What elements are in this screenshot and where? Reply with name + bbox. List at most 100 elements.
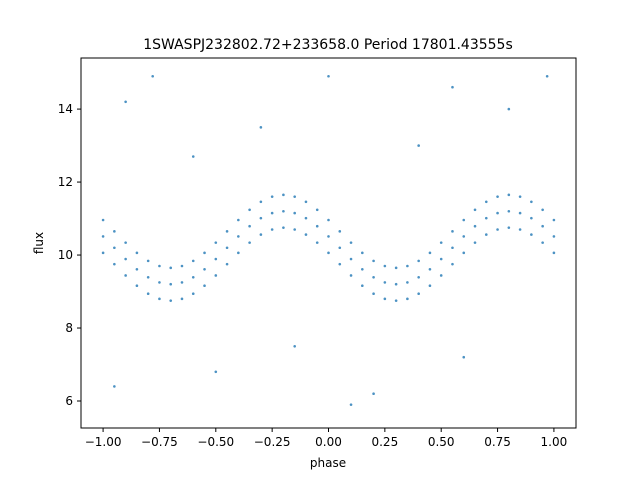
- data-point: [496, 211, 499, 215]
- data-point: [248, 208, 251, 212]
- data-point: [124, 274, 127, 277]
- data-point: [383, 281, 387, 284]
- data-point: [327, 235, 330, 238]
- data-point: [203, 251, 206, 255]
- y-tick-label: 8: [65, 321, 73, 335]
- data-point: [169, 299, 173, 302]
- data-point: [552, 218, 556, 222]
- data-point: [158, 281, 161, 284]
- data-point: [135, 284, 139, 287]
- data-point: [507, 193, 511, 197]
- data-point: [484, 200, 488, 204]
- data-point: [338, 246, 342, 250]
- data-point: [507, 209, 511, 213]
- data-point: [259, 216, 263, 220]
- data-point: [169, 266, 173, 270]
- data-point: [191, 275, 195, 279]
- x-tick-label: −0.75: [141, 435, 178, 449]
- data-point: [293, 195, 296, 198]
- y-tick-label: 14: [58, 102, 73, 116]
- data-point: [545, 74, 549, 78]
- data-point: [451, 246, 454, 250]
- data-point: [237, 218, 240, 222]
- data-point: [124, 241, 127, 244]
- data-point: [124, 100, 127, 104]
- data-point: [315, 208, 319, 212]
- data-point: [180, 281, 184, 284]
- data-point: [237, 251, 240, 255]
- data-point: [191, 259, 195, 263]
- x-tick-label: 0.75: [484, 435, 511, 449]
- data-point: [304, 200, 308, 204]
- data-point: [113, 385, 116, 388]
- data-point: [552, 251, 556, 255]
- data-point: [541, 224, 544, 228]
- y-tick-label: 10: [58, 248, 73, 262]
- data-point: [372, 392, 375, 396]
- data-point: [315, 224, 319, 228]
- data-point: [259, 200, 263, 204]
- data-point: [270, 211, 274, 215]
- data-point: [214, 241, 218, 244]
- x-tick-label: 0.00: [315, 435, 342, 449]
- data-point: [304, 216, 308, 220]
- data-point: [180, 297, 184, 301]
- data-point: [113, 262, 116, 266]
- data-point: [473, 241, 477, 244]
- data-point: [158, 297, 161, 301]
- data-point: [191, 292, 195, 296]
- data-point: [462, 235, 466, 238]
- data-point: [282, 226, 285, 229]
- chart-title: 1SWASPJ232802.72+233658.0 Period 17801.4…: [143, 37, 513, 53]
- data-point: [518, 211, 522, 215]
- data-point: [507, 107, 511, 111]
- data-point: [428, 284, 432, 287]
- data-point: [293, 228, 296, 231]
- data-point: [451, 85, 454, 89]
- data-point: [406, 281, 409, 284]
- data-point: [541, 208, 544, 212]
- data-point: [349, 403, 353, 406]
- data-point: [124, 257, 127, 261]
- data-point: [428, 267, 432, 271]
- data-point: [214, 257, 218, 261]
- data-point: [146, 292, 150, 296]
- data-point: [372, 292, 375, 296]
- data-point: [507, 226, 511, 229]
- data-point: [541, 241, 544, 244]
- data-point: [169, 282, 173, 286]
- data-point: [327, 74, 330, 78]
- data-point: [417, 144, 420, 147]
- data-point: [259, 126, 263, 129]
- data-point: [225, 230, 229, 233]
- data-point: [101, 251, 105, 255]
- x-tick-label: −0.50: [197, 435, 234, 449]
- data-point: [214, 274, 218, 277]
- data-point: [293, 211, 296, 215]
- data-point: [338, 262, 342, 266]
- data-point: [462, 251, 466, 255]
- data-point: [146, 275, 150, 279]
- data-point: [304, 233, 308, 236]
- data-point: [417, 292, 420, 296]
- x-tick-label: −0.25: [254, 435, 291, 449]
- data-point: [158, 264, 161, 268]
- data-point: [146, 259, 150, 263]
- y-tick-label: 6: [65, 394, 73, 408]
- data-point: [151, 74, 154, 78]
- data-point: [101, 218, 105, 222]
- data-point: [101, 235, 105, 238]
- data-point: [191, 155, 195, 158]
- data-point: [439, 274, 443, 277]
- data-point: [225, 262, 229, 266]
- data-point: [113, 246, 116, 250]
- data-point: [248, 224, 251, 228]
- x-tick-label: 1.00: [541, 435, 568, 449]
- data-point: [361, 284, 364, 287]
- data-point: [518, 195, 522, 198]
- data-point: [282, 193, 285, 197]
- x-axis-label: phase: [310, 456, 346, 470]
- data-point: [383, 297, 387, 301]
- data-point: [406, 264, 409, 268]
- data-point: [338, 230, 342, 233]
